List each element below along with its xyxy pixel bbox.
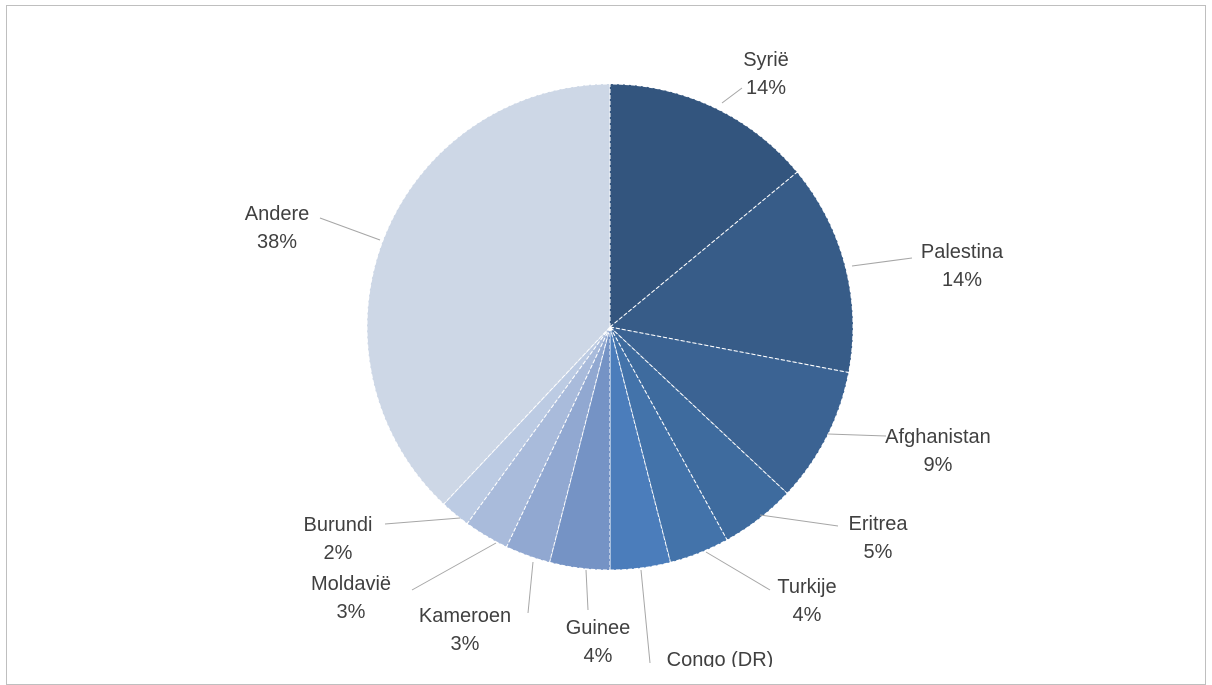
leader-line [759, 514, 839, 527]
leader-line [827, 433, 887, 437]
slice-value-label: 14% [942, 269, 982, 291]
slice-label: Congo (DR) [667, 649, 774, 667]
leader-line [384, 517, 461, 525]
leader-line [585, 569, 589, 611]
slice-value-label: 4% [584, 645, 613, 667]
pie-slice-syri [609, 83, 798, 329]
slice-value-label: 38% [257, 231, 297, 253]
slice-value-label: 5% [864, 541, 893, 563]
slice-label: Burundi [304, 514, 373, 536]
slice-value-label: 4% [793, 604, 822, 626]
slice-label: Syrië [743, 49, 789, 71]
slice-value-label: 14% [746, 77, 786, 99]
slice-value-label: 3% [337, 601, 366, 623]
pie-slice-congo-dr [609, 326, 672, 571]
leader-line [851, 257, 913, 267]
slice-label: Guinee [566, 617, 631, 639]
slice-label: Eritrea [849, 513, 909, 535]
slice-value-label: 2% [324, 542, 353, 564]
pie-slice-afghanistan [608, 326, 850, 495]
pie-chart: Syrië 14% Palestina 14% Afghanistan 9% Eritrea… [245, 49, 1004, 667]
leader-line [705, 551, 771, 591]
leader-line [527, 561, 534, 614]
leader-line [319, 217, 381, 241]
slice-label: Turkije [777, 576, 836, 598]
leader-line [640, 569, 651, 664]
leader-line [411, 542, 497, 591]
leader-line [721, 87, 743, 104]
pie-slice-turkije [609, 326, 728, 563]
slice-label: Kameroen [419, 605, 511, 627]
pie-slice-andere [366, 83, 611, 505]
pie-slice-palestina [608, 171, 854, 374]
slice-value-label: 3% [451, 633, 480, 655]
slice-label: Afghanistan [885, 426, 991, 448]
slice-label: Moldavië [311, 573, 391, 595]
slice-label: Palestina [921, 241, 1004, 263]
slice-value-label: 9% [924, 454, 953, 476]
slice-label: Andere [245, 203, 310, 225]
